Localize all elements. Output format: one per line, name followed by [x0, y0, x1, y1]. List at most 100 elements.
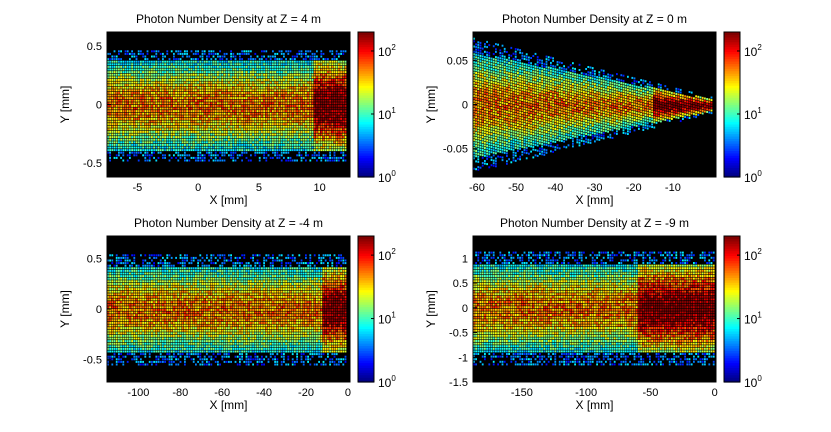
heat-cell — [129, 149, 131, 152]
heat-cell — [115, 138, 118, 141]
heat-cell — [188, 104, 191, 107]
heat-cell — [162, 86, 164, 89]
heat-cell — [272, 120, 274, 123]
heat-cell — [296, 52, 298, 55]
heat-cell — [151, 71, 153, 74]
heat-cell — [313, 130, 316, 133]
heat-cell — [208, 104, 210, 107]
heat-cell — [135, 128, 138, 131]
heat-cell — [157, 65, 160, 68]
heat-cell — [197, 76, 199, 79]
heat-cell — [335, 104, 338, 107]
heat-cell — [298, 128, 301, 131]
heat-cell — [199, 71, 202, 74]
heat-cell — [159, 71, 162, 74]
heat-cell — [296, 91, 298, 94]
heat-cell — [135, 130, 138, 133]
heat-cell — [212, 154, 215, 157]
heat-cell — [164, 60, 166, 63]
heat-cell — [309, 141, 312, 144]
heat-cell — [214, 81, 217, 84]
heat-cell — [164, 123, 166, 126]
heat-cell — [228, 102, 230, 105]
heat-cell — [181, 107, 184, 110]
heat-cell — [340, 151, 342, 154]
heat-cell — [243, 123, 246, 126]
heat-cell — [179, 141, 182, 144]
heat-cell — [320, 78, 323, 81]
heat-cell — [479, 109, 482, 112]
heat-cell — [313, 115, 316, 118]
heat-cell — [173, 115, 175, 118]
heat-cell — [309, 97, 312, 100]
heat-cell — [219, 71, 221, 74]
heat-cell — [250, 138, 252, 141]
heat-cell — [223, 52, 226, 55]
heat-cell — [340, 97, 342, 100]
heat-cell — [254, 136, 257, 139]
heat-cell — [272, 73, 274, 76]
heat-cell — [475, 48, 477, 51]
heat-cell — [287, 130, 290, 133]
heat-cell — [245, 84, 248, 87]
heat-cell — [475, 168, 477, 171]
heat-cell — [300, 133, 303, 136]
heat-cell — [274, 154, 276, 157]
heat-cell — [256, 76, 259, 79]
heat-cell — [133, 71, 136, 74]
heat-cell — [327, 86, 329, 89]
colorbar-step — [358, 90, 374, 94]
heat-cell — [245, 146, 248, 149]
heat-cell — [311, 60, 314, 63]
heat-cell — [320, 65, 323, 68]
heat-cell — [225, 110, 228, 113]
heat-cell — [159, 149, 162, 152]
heat-cell — [146, 125, 149, 128]
heat-cell — [115, 146, 118, 149]
heat-cell — [192, 156, 195, 159]
heat-cell — [499, 117, 502, 119]
heat-cell — [162, 63, 164, 66]
heat-cell — [210, 89, 213, 92]
heat-cell — [208, 115, 210, 118]
heat-cell — [331, 86, 334, 89]
heat-cell — [111, 146, 114, 149]
heat-cell — [298, 151, 301, 154]
heat-cell — [232, 60, 235, 63]
heat-cell — [151, 65, 153, 68]
heat-cell — [320, 86, 323, 89]
heat-cell — [113, 91, 116, 94]
heat-cell — [126, 71, 129, 74]
heat-cell — [261, 91, 263, 94]
heat-cell — [497, 126, 499, 129]
heat-cell — [239, 52, 241, 55]
heat-cell — [320, 102, 323, 105]
heat-cell — [157, 89, 160, 92]
heat-cell — [340, 143, 342, 146]
heat-cell — [324, 68, 327, 71]
heat-cell — [318, 156, 320, 159]
heat-cell — [313, 76, 316, 79]
heat-cell — [278, 146, 281, 149]
heat-cell — [488, 132, 491, 135]
heat-cell — [486, 79, 488, 82]
heat-cell — [192, 107, 195, 110]
heat-cell — [243, 120, 246, 123]
heat-cell — [300, 120, 303, 123]
heat-cell — [280, 86, 283, 89]
heat-cell — [188, 73, 191, 76]
heat-cell — [159, 78, 162, 81]
heat-cell — [225, 146, 228, 149]
heat-cell — [243, 141, 246, 144]
heat-cell — [291, 78, 294, 81]
heat-cell — [313, 141, 316, 144]
heat-cell — [214, 76, 217, 79]
heat-cell — [159, 115, 162, 118]
heat-cell — [329, 120, 331, 123]
heat-cell — [252, 63, 254, 66]
heat-cell — [217, 73, 219, 76]
heat-cell — [247, 138, 250, 141]
heat-cell — [305, 117, 307, 120]
heat-cell — [137, 104, 140, 107]
heat-cell — [329, 68, 331, 71]
